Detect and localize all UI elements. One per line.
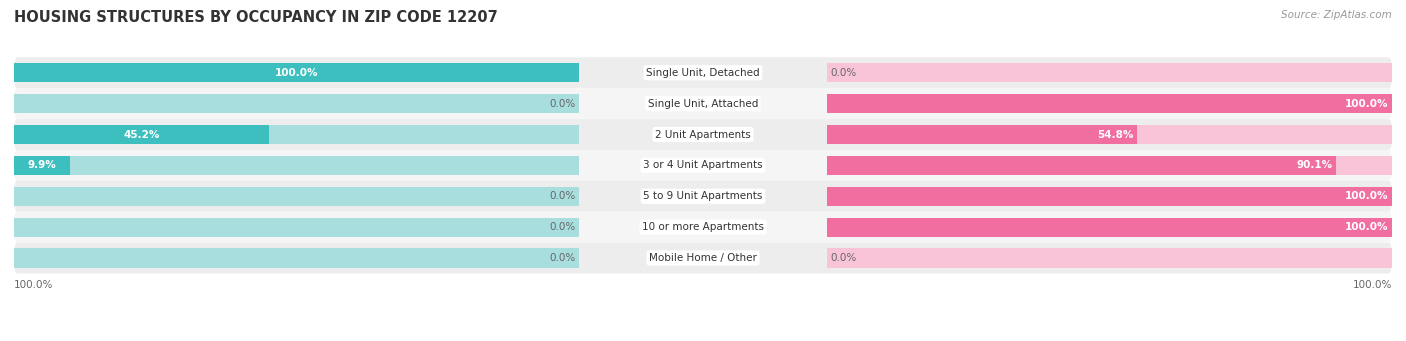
- Bar: [14, 218, 579, 237]
- Text: 0.0%: 0.0%: [831, 253, 856, 263]
- Bar: [14, 187, 579, 206]
- Bar: [14, 63, 579, 82]
- Text: 54.8%: 54.8%: [1097, 130, 1133, 139]
- Text: 5 to 9 Unit Apartments: 5 to 9 Unit Apartments: [644, 191, 762, 201]
- FancyBboxPatch shape: [14, 88, 1392, 119]
- Bar: [827, 94, 1392, 113]
- Text: 100.0%: 100.0%: [274, 68, 318, 78]
- FancyBboxPatch shape: [14, 150, 1392, 181]
- Bar: [827, 156, 1392, 175]
- Text: 0.0%: 0.0%: [550, 99, 575, 109]
- Text: 9.9%: 9.9%: [28, 160, 56, 170]
- Bar: [827, 125, 1136, 144]
- Bar: [14, 156, 579, 175]
- Bar: [14, 156, 70, 175]
- Text: 0.0%: 0.0%: [831, 68, 856, 78]
- Bar: [14, 63, 579, 82]
- Bar: [827, 63, 1392, 82]
- Bar: [827, 249, 1392, 268]
- Text: 100.0%: 100.0%: [1346, 222, 1389, 232]
- Bar: [14, 125, 579, 144]
- Bar: [14, 125, 270, 144]
- Text: Single Unit, Detached: Single Unit, Detached: [647, 68, 759, 78]
- Text: 90.1%: 90.1%: [1296, 160, 1333, 170]
- Text: Mobile Home / Other: Mobile Home / Other: [650, 253, 756, 263]
- FancyBboxPatch shape: [14, 242, 1392, 273]
- Text: 100.0%: 100.0%: [1346, 191, 1389, 201]
- Bar: [14, 94, 579, 113]
- Text: 2 Unit Apartments: 2 Unit Apartments: [655, 130, 751, 139]
- Text: 0.0%: 0.0%: [550, 253, 575, 263]
- FancyBboxPatch shape: [14, 181, 1392, 212]
- FancyBboxPatch shape: [14, 119, 1392, 150]
- Bar: [827, 218, 1392, 237]
- Bar: [14, 249, 579, 268]
- Text: Source: ZipAtlas.com: Source: ZipAtlas.com: [1281, 10, 1392, 20]
- Text: 3 or 4 Unit Apartments: 3 or 4 Unit Apartments: [643, 160, 763, 170]
- Text: 0.0%: 0.0%: [550, 222, 575, 232]
- Text: 100.0%: 100.0%: [14, 280, 53, 290]
- Bar: [827, 187, 1392, 206]
- Text: Single Unit, Attached: Single Unit, Attached: [648, 99, 758, 109]
- Text: 0.0%: 0.0%: [550, 191, 575, 201]
- FancyBboxPatch shape: [14, 212, 1392, 242]
- Bar: [827, 187, 1392, 206]
- Bar: [827, 125, 1392, 144]
- Text: 100.0%: 100.0%: [1353, 280, 1392, 290]
- Bar: [827, 156, 1336, 175]
- FancyBboxPatch shape: [14, 57, 1392, 88]
- Text: HOUSING STRUCTURES BY OCCUPANCY IN ZIP CODE 12207: HOUSING STRUCTURES BY OCCUPANCY IN ZIP C…: [14, 10, 498, 25]
- Text: 100.0%: 100.0%: [1346, 99, 1389, 109]
- Text: 45.2%: 45.2%: [124, 130, 160, 139]
- Text: 10 or more Apartments: 10 or more Apartments: [643, 222, 763, 232]
- Bar: [827, 218, 1392, 237]
- Bar: [827, 94, 1392, 113]
